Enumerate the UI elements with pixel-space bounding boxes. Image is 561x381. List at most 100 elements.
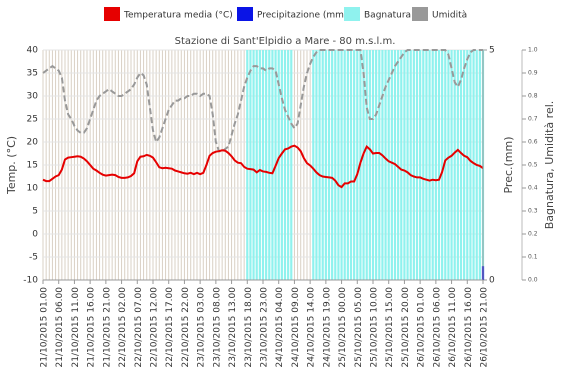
bar <box>283 50 287 280</box>
x-tick-label: 26/10/2015 21.00 <box>480 287 490 368</box>
bar <box>437 50 441 280</box>
bar <box>406 50 409 280</box>
legend-swatch <box>104 7 120 21</box>
bar <box>261 50 265 280</box>
x-tick-label: 25/10/2015 05.00 <box>354 287 364 368</box>
x-tick-label: 22/10/2015 22.00 <box>181 287 191 368</box>
bar <box>312 50 315 280</box>
bar <box>349 50 353 280</box>
legend-swatch <box>237 7 253 21</box>
y-tick-label: 25 <box>27 115 38 125</box>
bar <box>431 50 434 280</box>
bar <box>456 50 459 280</box>
bar <box>255 50 258 280</box>
chart-title: Stazione di Sant'Elpidio a Mare - 80 m.s… <box>175 36 396 47</box>
x-tick-label: 24/10/2015 14.00 <box>307 287 317 368</box>
bar <box>318 50 321 280</box>
x-tick-label: 21/10/2015 06.00 <box>55 287 65 368</box>
bar <box>422 50 425 280</box>
y-tick-label: 35 <box>27 69 38 79</box>
bar <box>472 50 475 280</box>
x-tick-label: 25/10/2015 15.00 <box>385 287 395 368</box>
bar <box>252 50 255 280</box>
x-tick-label: 23/10/2015 03.00 <box>197 287 207 368</box>
bar <box>321 50 324 280</box>
bar <box>463 50 466 280</box>
bar <box>381 50 384 280</box>
legend-swatch <box>344 7 360 21</box>
x-tick-label: 21/10/2015 11.00 <box>71 287 81 368</box>
bar <box>340 50 343 280</box>
legend-swatch <box>412 7 428 21</box>
y-tick-label: 10 <box>27 184 39 194</box>
bar <box>246 50 249 280</box>
bar <box>415 50 419 280</box>
x-tick-label: 26/10/2015 16.00 <box>464 287 474 368</box>
x-tick-label: 23/10/2015 08.00 <box>212 287 222 368</box>
bar <box>444 50 447 280</box>
bar <box>324 50 327 280</box>
bar <box>334 50 337 280</box>
y-axis-title: Temp. (°C) <box>5 136 18 195</box>
x-tick-label: 26/10/2015 01.00 <box>417 287 427 368</box>
bar <box>280 50 283 280</box>
bar <box>337 50 340 280</box>
x-tick-label: 21/10/2015 01.00 <box>40 287 50 368</box>
y2-tick-label: 0 <box>489 276 495 286</box>
bar <box>434 50 437 280</box>
x-tick-label: 25/10/2015 10.00 <box>370 287 380 368</box>
bar <box>469 50 472 280</box>
x-tick-label: 26/10/2015 06.00 <box>432 287 442 368</box>
y2-axis-title: Prec.(mm) <box>502 136 515 193</box>
x-tick-label: 26/10/2015 11.00 <box>448 287 458 368</box>
bar <box>409 50 412 280</box>
y3-tick-label: 0.0 <box>528 277 538 284</box>
y3-tick-label: 0.6 <box>528 139 538 146</box>
bar <box>277 50 280 280</box>
y2-tick-label: 5 <box>489 46 495 56</box>
bar <box>368 50 371 280</box>
x-tick-label: 22/10/2015 02.00 <box>118 287 128 368</box>
y3-tick-label: 0.9 <box>528 70 538 77</box>
legend-label: Temperatura media (°C) <box>123 11 233 21</box>
x-tick-label: 22/10/2015 17.00 <box>165 287 175 368</box>
y-tick-label: 20 <box>27 138 39 148</box>
y-tick-label: 15 <box>27 161 38 171</box>
x-tick-label: 24/10/2015 09.00 <box>291 287 301 368</box>
y-tick-label: 40 <box>27 46 39 56</box>
bar <box>371 50 375 280</box>
y-tick-label: 30 <box>27 92 39 102</box>
bar <box>384 50 387 280</box>
bar <box>450 50 453 280</box>
bar <box>441 50 444 280</box>
bar <box>249 50 252 280</box>
bar <box>387 50 390 280</box>
y-tick-label: -10 <box>23 276 38 286</box>
x-tick-label: 22/10/2015 12.00 <box>150 287 160 368</box>
bar <box>315 50 318 280</box>
bar <box>346 50 349 280</box>
y3-tick-label: 0.4 <box>528 185 538 192</box>
bar <box>265 50 268 280</box>
bar <box>343 50 346 280</box>
bar <box>356 50 359 280</box>
bar <box>447 50 450 280</box>
y3-tick-label: 0.5 <box>528 162 538 169</box>
x-tick-label: 23/10/2015 23.00 <box>260 287 270 368</box>
y-tick-label: 5 <box>32 207 38 217</box>
x-tick-label: 21/10/2015 16.00 <box>87 287 97 368</box>
legend-label: Bagnatura <box>364 11 411 21</box>
series-line <box>42 144 484 189</box>
x-tick-label: 24/10/2015 19.00 <box>322 287 332 368</box>
bar <box>375 50 378 280</box>
series-line <box>42 49 483 153</box>
y3-tick-label: 0.1 <box>528 254 538 261</box>
bar <box>419 50 422 280</box>
bar <box>378 50 381 280</box>
legend-label: Umidità <box>432 11 467 21</box>
bar <box>428 50 431 280</box>
bar <box>365 50 368 280</box>
bar <box>271 50 274 280</box>
y3-tick-label: 0.8 <box>528 93 538 100</box>
